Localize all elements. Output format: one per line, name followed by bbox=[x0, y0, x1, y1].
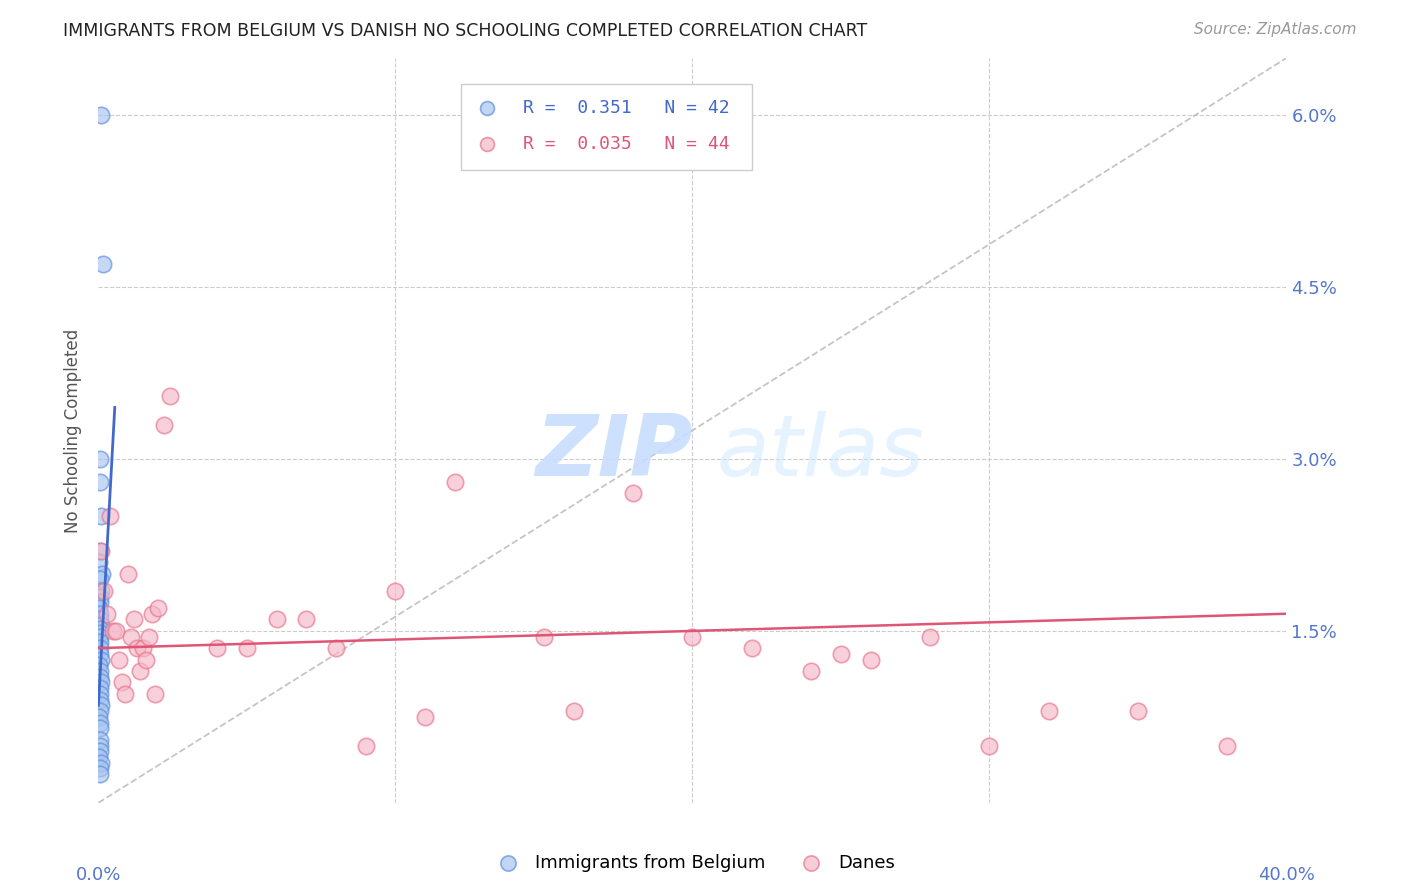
Point bbox=[141, 607, 163, 621]
Legend: Immigrants from Belgium, Danes: Immigrants from Belgium, Danes bbox=[482, 847, 903, 880]
Point bbox=[89, 687, 111, 701]
Point bbox=[89, 555, 111, 569]
Point bbox=[859, 652, 882, 666]
Point bbox=[89, 641, 111, 656]
Point bbox=[89, 744, 111, 758]
Point bbox=[90, 652, 112, 666]
Point bbox=[89, 601, 111, 615]
Point bbox=[89, 658, 111, 673]
Point bbox=[621, 486, 644, 500]
Point bbox=[89, 630, 111, 644]
Point bbox=[159, 389, 181, 403]
Point bbox=[97, 694, 120, 708]
Point bbox=[89, 543, 111, 558]
Point bbox=[90, 618, 112, 632]
Point bbox=[89, 626, 111, 640]
Point bbox=[266, 612, 288, 626]
Text: ZIP: ZIP bbox=[534, 411, 693, 494]
Point bbox=[682, 630, 704, 644]
Point bbox=[354, 739, 377, 753]
Point bbox=[89, 664, 111, 678]
Point bbox=[830, 647, 852, 661]
Point bbox=[146, 601, 169, 615]
Point bbox=[800, 664, 823, 678]
Text: R =  0.035   N = 44: R = 0.035 N = 44 bbox=[523, 135, 730, 153]
Point bbox=[89, 670, 111, 684]
Point bbox=[89, 721, 111, 735]
Point bbox=[89, 475, 111, 489]
Point bbox=[91, 566, 114, 581]
Point bbox=[979, 739, 1001, 753]
Point bbox=[236, 641, 259, 656]
Point bbox=[135, 652, 157, 666]
Point bbox=[96, 607, 118, 621]
Point bbox=[117, 566, 139, 581]
Point bbox=[103, 624, 125, 638]
Point bbox=[90, 543, 112, 558]
Point bbox=[138, 630, 160, 644]
Point bbox=[1216, 739, 1239, 753]
Text: R =  0.351   N = 42: R = 0.351 N = 42 bbox=[523, 99, 730, 117]
Point bbox=[89, 715, 111, 730]
Text: 40.0%: 40.0% bbox=[1258, 866, 1315, 884]
Point bbox=[562, 704, 585, 718]
Point bbox=[413, 710, 436, 724]
Point bbox=[97, 689, 120, 703]
Point bbox=[90, 583, 112, 598]
Point bbox=[111, 675, 134, 690]
Point bbox=[1038, 704, 1060, 718]
Point bbox=[89, 704, 111, 718]
Point bbox=[114, 687, 136, 701]
Point bbox=[90, 698, 112, 713]
Point bbox=[143, 687, 166, 701]
Point bbox=[89, 710, 111, 724]
FancyBboxPatch shape bbox=[461, 84, 752, 169]
Point bbox=[108, 652, 131, 666]
Point bbox=[89, 595, 111, 609]
Point bbox=[93, 583, 115, 598]
Point bbox=[89, 732, 111, 747]
Y-axis label: No Schooling Completed: No Schooling Completed bbox=[65, 328, 83, 533]
Point bbox=[89, 452, 111, 467]
Point bbox=[90, 756, 112, 770]
Point bbox=[741, 641, 763, 656]
Point bbox=[89, 750, 111, 764]
Point bbox=[89, 761, 111, 775]
Point bbox=[295, 612, 318, 626]
Point bbox=[89, 607, 111, 621]
Point bbox=[89, 692, 111, 706]
Point bbox=[89, 681, 111, 696]
Point bbox=[105, 624, 128, 638]
Point bbox=[384, 583, 406, 598]
Point bbox=[89, 739, 111, 753]
Point bbox=[132, 641, 155, 656]
Point bbox=[91, 257, 114, 271]
Point bbox=[90, 509, 112, 524]
Point bbox=[129, 664, 152, 678]
Text: atlas: atlas bbox=[716, 411, 924, 494]
Text: Source: ZipAtlas.com: Source: ZipAtlas.com bbox=[1194, 22, 1357, 37]
Point bbox=[89, 647, 111, 661]
Point bbox=[152, 417, 174, 432]
Point bbox=[89, 573, 111, 587]
Point bbox=[89, 612, 111, 626]
Point bbox=[89, 622, 111, 636]
Point bbox=[920, 630, 942, 644]
Point bbox=[89, 635, 111, 649]
Point bbox=[90, 675, 112, 690]
Point bbox=[90, 108, 112, 122]
Point bbox=[89, 767, 111, 781]
Point bbox=[98, 509, 121, 524]
Point bbox=[122, 612, 145, 626]
Text: 0.0%: 0.0% bbox=[76, 866, 121, 884]
Point bbox=[120, 630, 142, 644]
Text: IMMIGRANTS FROM BELGIUM VS DANISH NO SCHOOLING COMPLETED CORRELATION CHART: IMMIGRANTS FROM BELGIUM VS DANISH NO SCH… bbox=[63, 22, 868, 40]
Point bbox=[89, 590, 111, 604]
Point bbox=[125, 641, 148, 656]
Point bbox=[207, 641, 229, 656]
Point bbox=[444, 475, 467, 489]
Point bbox=[533, 630, 555, 644]
Point bbox=[1126, 704, 1149, 718]
Point bbox=[325, 641, 347, 656]
